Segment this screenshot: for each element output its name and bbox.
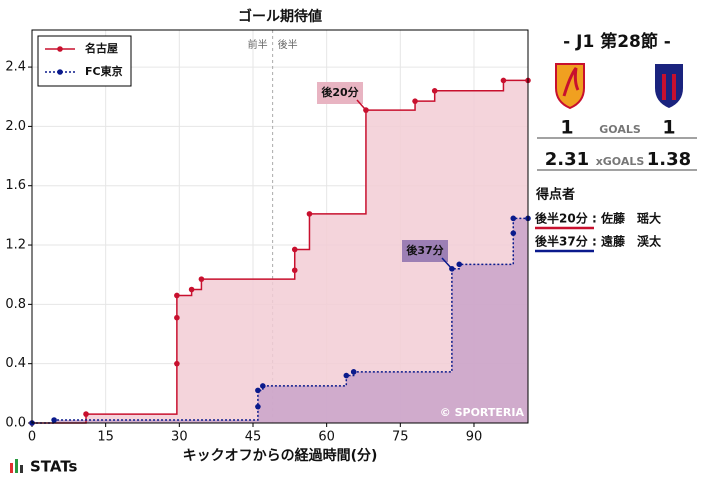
- annotation-arrow: [441, 257, 453, 270]
- scorer-name: : 遠藤 渓太: [592, 234, 662, 249]
- marker: [412, 98, 418, 104]
- annotation-label: 後37分: [406, 243, 443, 257]
- marker: [456, 261, 463, 268]
- scorer-time: 後半37分: [535, 234, 588, 249]
- y-tick-label: 2.4: [5, 60, 26, 75]
- marker: [174, 360, 180, 367]
- goals-label: GOALS: [599, 123, 641, 136]
- xgoals-label: xGOALS: [596, 155, 645, 168]
- scorer-name: : 佐藤 瑶大: [592, 211, 661, 226]
- annotation-box: [402, 240, 448, 262]
- annotation-arrow: [356, 99, 367, 111]
- x-tick-label: 90: [466, 430, 483, 445]
- y-tick-label: 1.2: [5, 238, 26, 253]
- area: [32, 80, 528, 423]
- credit: © SPORTERIA: [440, 406, 525, 419]
- annotation: 後20分: [317, 82, 367, 111]
- second-half-label: 後半: [278, 38, 298, 51]
- marker: [291, 267, 298, 274]
- marker: [255, 387, 261, 394]
- home-xg: 2.31: [545, 149, 589, 170]
- annotation-label: 後20分: [321, 85, 358, 99]
- marker: [260, 383, 266, 389]
- marker: [255, 403, 261, 410]
- away-goals: 1: [662, 117, 675, 139]
- x-tick-label: 15: [97, 430, 114, 445]
- marker: [51, 417, 57, 423]
- x-tick-label: 60: [318, 430, 335, 445]
- marker: [198, 276, 205, 282]
- away-xg: 1.38: [647, 149, 691, 170]
- marker: [174, 292, 180, 299]
- chart-title: ゴール期待値: [238, 8, 322, 25]
- marker: [350, 369, 357, 375]
- marker: [510, 230, 517, 236]
- brand: STATs: [30, 458, 78, 476]
- legend-box: [37, 35, 132, 87]
- marker: [83, 411, 89, 417]
- area: [32, 218, 528, 423]
- y-tick-label: 0.0: [5, 416, 26, 431]
- annotation: 後37分: [402, 240, 453, 270]
- home-goals: 1: [560, 117, 573, 139]
- x-tick-label: 45: [245, 430, 262, 445]
- brand-icon: [10, 459, 23, 473]
- y-tick-label: 0.4: [5, 356, 26, 371]
- line: [32, 217, 528, 424]
- home-logo: [555, 63, 585, 110]
- scorers-title: 得点者: [535, 187, 575, 203]
- away-logo: [655, 64, 683, 108]
- legend-label: 名古屋: [85, 41, 118, 55]
- legend-label: FC東京: [85, 64, 123, 78]
- legend-marker: [57, 46, 63, 52]
- x-tick-label: 75: [392, 430, 409, 445]
- marker: [291, 246, 298, 253]
- marker: [174, 314, 180, 321]
- y-tick-label: 0.8: [5, 297, 26, 312]
- marker: [431, 88, 438, 94]
- plot-frame: [31, 29, 529, 424]
- marker: [306, 211, 313, 217]
- marker: [510, 215, 517, 222]
- x-axis-label: キックオフからの経過時間(分): [183, 447, 378, 464]
- x-tick-label: 0: [28, 430, 36, 445]
- marker: [500, 77, 507, 84]
- y-tick-label: 1.6: [5, 178, 26, 193]
- legend: 名古屋 FC東京: [37, 35, 132, 87]
- first-half-label: 前半: [248, 38, 268, 51]
- marker: [343, 372, 350, 379]
- legend-marker: [57, 69, 63, 75]
- scorer-time: 後半20分: [535, 211, 588, 226]
- round: - J1 第28節 -: [563, 31, 671, 52]
- marker: [188, 286, 195, 293]
- x-tick-label: 30: [171, 430, 188, 445]
- annotation-box: [317, 82, 363, 104]
- y-tick-label: 2.0: [5, 119, 26, 134]
